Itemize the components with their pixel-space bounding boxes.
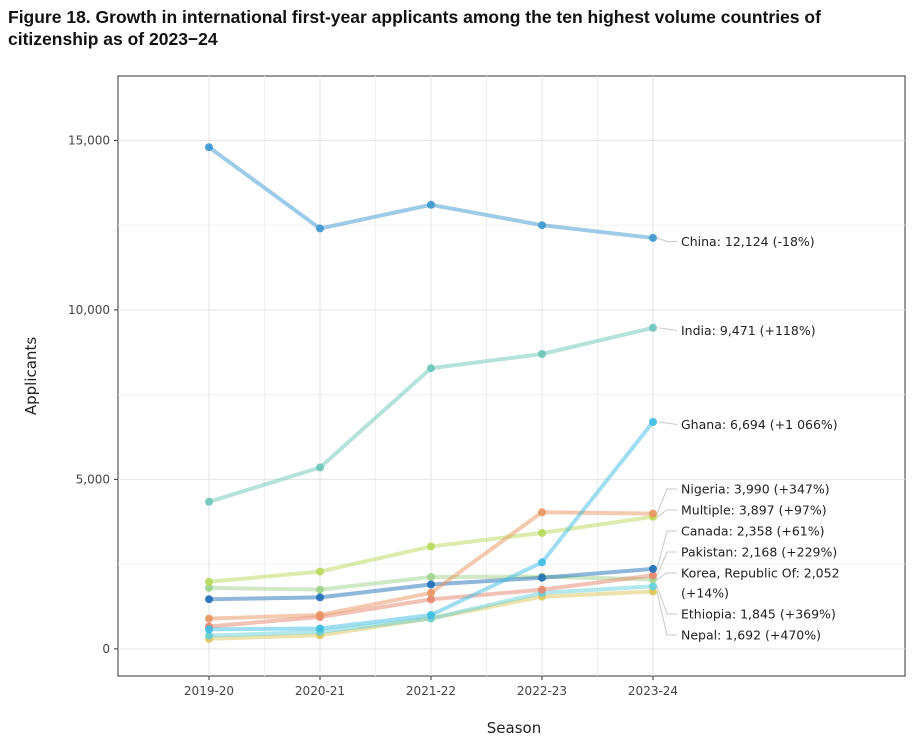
- label-leader: [656, 586, 677, 615]
- data-point: [205, 497, 213, 506]
- x-tick-label: 2023-24: [628, 684, 678, 698]
- data-point: [538, 528, 546, 537]
- y-axis-title: Applicants: [22, 337, 40, 415]
- data-point: [649, 564, 657, 573]
- series-end-label: Pakistan: 2,168 (+229%): [681, 545, 837, 560]
- series-end-label: China: 12,124 (-18%): [681, 234, 815, 249]
- label-leader: [658, 421, 678, 425]
- label-leader: [656, 572, 677, 580]
- data-point: [538, 585, 546, 594]
- data-point: [649, 582, 657, 591]
- data-point: [205, 625, 213, 634]
- data-point: [427, 595, 435, 604]
- series-end-label: Nepal: 1,692 (+470%): [681, 628, 821, 643]
- x-axis-title: Season: [487, 719, 541, 737]
- figure-title: Figure 18. Growth in international first…: [8, 7, 821, 49]
- data-point: [316, 224, 324, 233]
- y-tick-label: 5,000: [76, 472, 110, 486]
- series-end-label: (+14%): [681, 586, 729, 601]
- data-point: [316, 463, 324, 472]
- data-point: [427, 588, 435, 597]
- end-labels: China: 12,124 (-18%) India: 9,471 (+118%)…: [681, 234, 840, 643]
- series-end-label: India: 9,471 (+118%): [681, 323, 816, 338]
- data-point: [205, 577, 213, 586]
- data-point: [316, 611, 324, 619]
- data-point: [205, 595, 213, 604]
- series-end-label: Multiple: 3,897 (+97%): [681, 503, 827, 518]
- label-leader: [656, 509, 677, 518]
- data-point: [427, 573, 435, 581]
- label-leader: [656, 591, 677, 636]
- data-point: [427, 542, 435, 551]
- data-point: [427, 580, 435, 589]
- data-point: [538, 558, 546, 567]
- data-point: [649, 233, 657, 242]
- series-end-label: Ghana: 6,694 (+1 066%): [681, 417, 838, 432]
- data-point: [316, 567, 324, 576]
- y-tick-label: 15,000: [68, 133, 110, 147]
- series-end-label: Ethiopia: 1,845 (+369%): [681, 607, 836, 622]
- data-point: [316, 585, 324, 594]
- data-point: [649, 571, 657, 580]
- data-point: [316, 593, 324, 602]
- data-point: [427, 364, 435, 373]
- data-point: [205, 143, 213, 152]
- data-point: [205, 583, 213, 592]
- y-tick-label: 10,000: [68, 303, 110, 317]
- data-point: [649, 509, 657, 518]
- series-end-label: Nigeria: 3,990 (+347%): [681, 482, 830, 497]
- x-tick-label: 2022-23: [517, 684, 567, 698]
- label-leader: [656, 237, 677, 242]
- data-point: [205, 631, 213, 640]
- data-point: [427, 200, 435, 209]
- data-point: [427, 611, 435, 619]
- label-leader-lines: [656, 237, 678, 636]
- x-tick-label: 2019-20: [184, 684, 234, 698]
- data-point: [538, 221, 546, 230]
- y-tick-label: 0: [102, 642, 110, 656]
- x-tick-label: 2021-22: [406, 684, 456, 698]
- data-point: [649, 323, 657, 332]
- label-leader: [656, 488, 677, 514]
- data-point: [538, 573, 546, 582]
- data-point: [538, 508, 546, 517]
- data-point: [316, 624, 324, 633]
- series-end-label: Korea, Republic Of: 2,052: [681, 566, 840, 581]
- label-leader: [656, 551, 677, 576]
- data-point: [205, 614, 213, 623]
- axes: 0 5,000 10,000 15,000 2019-20 2020-21 2021-22 2…: [68, 133, 678, 698]
- label-leader: [656, 530, 677, 570]
- label-leader: [658, 327, 678, 331]
- series-end-label: Canada: 2,358 (+61%): [681, 524, 825, 539]
- data-point: [538, 350, 546, 358]
- x-tick-label: 2020-21: [295, 684, 345, 698]
- data-points: [205, 143, 657, 643]
- data-point: [649, 418, 657, 426]
